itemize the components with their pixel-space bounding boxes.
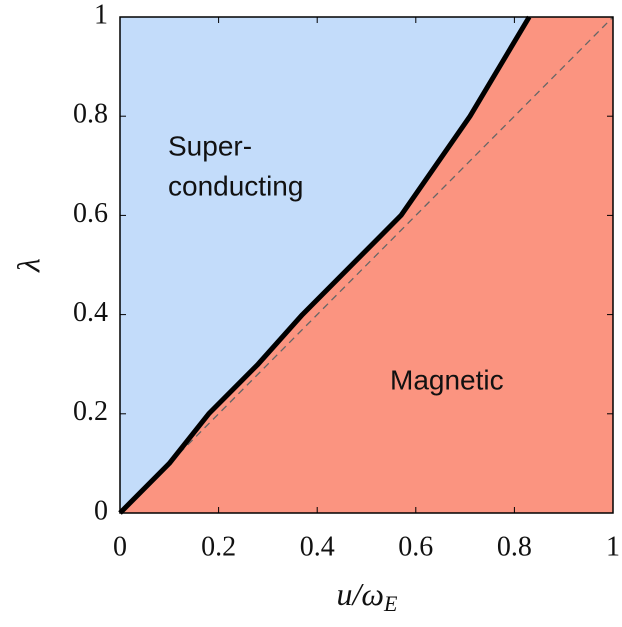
x-tick-label: 0.8 [497,531,532,562]
x-axis-label-main: u/ω [337,576,384,612]
y-tick-label: 0.2 [73,396,108,427]
region [120,17,530,513]
region-label: conducting [168,170,303,201]
y-tick-label: 0.8 [73,99,108,130]
y-tick-label: 0.6 [73,198,108,229]
y-tick-label: 0 [94,495,108,526]
y-tick-label: 1 [94,0,108,30]
region-label: Magnetic [390,364,504,395]
x-axis-label: u/ωE [337,576,398,616]
x-tick-label: 0.6 [398,531,433,562]
x-axis-label-sub: E [383,591,398,616]
plot-frame [119,16,614,514]
x-tick-label: 0 [113,531,127,562]
reference-line [119,16,614,514]
x-tick-label: 0.4 [300,531,335,562]
y-axis-label: λ [10,258,46,273]
region-label: Super- [168,130,252,161]
x-tick-label: 1 [606,531,620,562]
y-tick-label: 0.4 [73,297,108,328]
x-tick-label: 0.2 [201,531,236,562]
phase-boundary [118,15,532,515]
